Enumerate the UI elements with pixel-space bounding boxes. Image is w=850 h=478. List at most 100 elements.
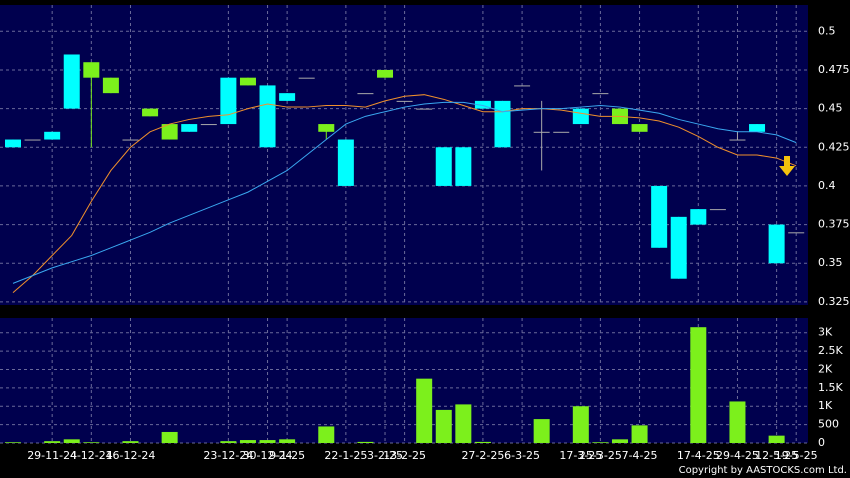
y-tick-label: 2.5K xyxy=(818,344,843,357)
candle-body xyxy=(239,77,256,86)
candle-body xyxy=(572,108,589,125)
volume-bar xyxy=(631,425,648,443)
x-tick-label: 6-3-25 xyxy=(504,449,540,462)
y-tick-label: 0.325 xyxy=(818,295,850,308)
y-tick-label: 500 xyxy=(818,418,839,431)
candle-body xyxy=(749,124,766,132)
x-tick-label: 7-4-25 xyxy=(622,449,658,462)
candle-body xyxy=(318,124,335,132)
volume-bar xyxy=(357,441,374,443)
x-tick-label: 12-5-25 xyxy=(755,449,798,462)
candle-body xyxy=(122,139,139,141)
x-tick-label: 13-2-25 xyxy=(383,449,426,462)
y-tick-label: 0.375 xyxy=(818,218,850,231)
candle-body xyxy=(44,131,61,140)
y-tick-label: 0.45 xyxy=(818,102,843,115)
y-tick-label: 0.425 xyxy=(818,140,850,153)
candle-body xyxy=(63,54,80,109)
ma-line xyxy=(12,101,797,284)
volume-bar xyxy=(690,327,707,443)
volume-bar xyxy=(220,441,237,443)
candle-body xyxy=(709,209,726,211)
y-tick-label: 1K xyxy=(818,399,833,412)
y-tick-label: 1.5K xyxy=(818,381,843,394)
candle-body xyxy=(768,224,785,264)
candle-body xyxy=(416,108,433,110)
arrow-icon xyxy=(779,156,795,176)
x-tick-label: 30-12-24 xyxy=(243,449,293,462)
volume-panel xyxy=(0,318,808,443)
x-tick-label: 27-2-25 xyxy=(461,449,504,462)
candle-body xyxy=(474,100,491,109)
x-tick-label: 4-12-24 xyxy=(70,449,113,462)
volume-bar xyxy=(729,401,746,443)
x-tick-label: 22-1-25 xyxy=(324,449,367,462)
candle-body xyxy=(24,139,41,141)
candle-body xyxy=(690,209,707,225)
y-tick-label: 2K xyxy=(818,362,833,375)
volume-bar xyxy=(83,442,100,443)
candle-body xyxy=(651,185,668,248)
plot-layer: 0.325 0.35 0.375 0.4 0.425 0.45 0.475 0.5 0 500 1K… xyxy=(0,5,850,462)
volume-bar xyxy=(474,441,491,443)
volume-bar xyxy=(318,426,335,443)
y-tick-label: 0.35 xyxy=(818,256,843,269)
candle-body xyxy=(377,69,394,78)
candle-body xyxy=(494,100,511,148)
volume-bar xyxy=(768,435,785,443)
candle-body xyxy=(592,93,609,95)
volume-bar xyxy=(279,439,296,443)
candle-body xyxy=(455,147,472,186)
candle-body xyxy=(435,147,452,186)
candle-body xyxy=(83,62,100,78)
volume-bar xyxy=(259,440,276,443)
y-tick-label: 0 xyxy=(818,436,825,449)
candle-body xyxy=(553,131,570,133)
volume-bar xyxy=(122,441,139,443)
volume-bar xyxy=(592,442,609,443)
volume-bar xyxy=(611,439,628,443)
candle-body xyxy=(142,108,159,117)
y-tick-label: 0.4 xyxy=(818,179,836,192)
volume-bar xyxy=(63,439,80,443)
y-tick-label: 0.5 xyxy=(818,24,836,37)
candle-body xyxy=(220,77,237,125)
volume-bar xyxy=(416,378,433,443)
candle-body xyxy=(5,139,21,148)
candle-body xyxy=(181,124,198,132)
candle-body xyxy=(631,124,648,132)
candle-body xyxy=(670,216,687,279)
volume-bar xyxy=(533,419,550,443)
x-tick-label: 29-11-24 xyxy=(27,449,77,462)
volume-bar xyxy=(161,431,178,443)
volume-bar xyxy=(572,406,589,443)
x-tick-label: 19-5-25 xyxy=(775,449,818,462)
x-tick-label: 17-4-25 xyxy=(677,449,720,462)
x-tick-label: 29-4-25 xyxy=(716,449,759,462)
candle-body xyxy=(298,77,315,79)
candle-body xyxy=(161,124,178,140)
candle-body xyxy=(259,85,276,148)
volume-bar xyxy=(239,440,256,443)
candle-body xyxy=(396,100,413,102)
x-tick-label: 17-3-25 xyxy=(559,449,602,462)
volume-bar xyxy=(455,404,472,443)
price-panel xyxy=(0,5,808,305)
y-tick-label: 0.475 xyxy=(818,63,850,76)
x-tick-label: 3-2-25 xyxy=(367,449,403,462)
candle-body xyxy=(729,139,746,141)
candle-body xyxy=(102,77,119,94)
x-tick-label: 23-12-24 xyxy=(203,449,253,462)
candle-body xyxy=(788,232,805,234)
candle-body xyxy=(200,124,217,126)
ma-line xyxy=(12,94,797,294)
candle-body xyxy=(279,93,296,101)
volume-bar xyxy=(5,442,21,443)
y-tick-label: 3K xyxy=(818,326,833,339)
x-tick-label: 25-3-25 xyxy=(579,449,622,462)
candle-body xyxy=(357,93,374,95)
volume-bar xyxy=(44,441,61,443)
candle-body xyxy=(337,139,354,186)
volume-bar xyxy=(435,409,452,443)
